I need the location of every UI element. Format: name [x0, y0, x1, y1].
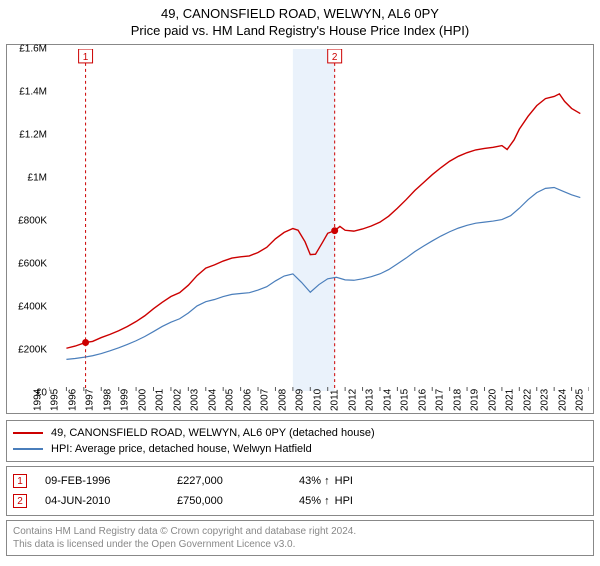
event-pct: 43% ↑ HPI: [299, 475, 353, 487]
y-tick-label: £1M: [28, 173, 47, 184]
x-tick-label: 2014: [382, 389, 393, 411]
svg-text:1: 1: [83, 52, 89, 63]
plot-area: 12: [49, 49, 589, 391]
y-tick-label: £600K: [18, 259, 47, 270]
y-axis: £0£200K£400K£600K£800K£1M£1.2M£1.4M£1.6M: [7, 45, 49, 413]
x-tick-label: 1996: [67, 389, 78, 411]
x-tick-label: 1995: [50, 389, 61, 411]
x-tick-label: 2003: [190, 389, 201, 411]
event-date: 04-JUN-2010: [45, 495, 165, 507]
x-tick-label: 1994: [33, 389, 44, 411]
events-table: 1 09-FEB-1996 £227,000 43% ↑ HPI 2 04-JUN-201…: [6, 466, 594, 516]
x-tick-label: 2001: [155, 389, 166, 411]
x-tick-label: 2012: [347, 389, 358, 411]
y-tick-label: £800K: [18, 216, 47, 227]
legend: 49, CANONSFIELD ROAD, WELWYN, AL6 0PY (d…: [6, 420, 594, 462]
legend-label: HPI: Average price, detached house, Welw…: [51, 443, 312, 455]
x-tick-label: 2021: [505, 389, 516, 411]
x-tick-label: 2020: [487, 389, 498, 411]
y-tick-label: £400K: [18, 302, 47, 313]
x-tick-label: 2011: [330, 389, 341, 411]
y-tick-label: £1.4M: [19, 87, 47, 98]
credits-line2: This data is licensed under the Open Gov…: [13, 538, 587, 551]
x-tick-label: 2025: [575, 389, 586, 411]
arrow-up-icon: ↑: [324, 475, 330, 487]
page-subtitle: Price paid vs. HM Land Registry's House …: [0, 23, 600, 38]
x-tick-label: 2007: [260, 389, 271, 411]
x-axis: 1994199519961997199819992000200120022003…: [49, 391, 589, 413]
event-row: 1 09-FEB-1996 £227,000 43% ↑ HPI: [13, 471, 587, 491]
x-tick-label: 2013: [365, 389, 376, 411]
x-tick-label: 2015: [400, 389, 411, 411]
x-tick-label: 2016: [417, 389, 428, 411]
legend-swatch: [13, 448, 43, 450]
y-tick-label: £1.2M: [19, 130, 47, 141]
y-tick-label: £1.6M: [19, 44, 47, 55]
x-tick-label: 2008: [277, 389, 288, 411]
x-tick-label: 2017: [435, 389, 446, 411]
x-tick-label: 2004: [207, 389, 218, 411]
svg-text:2: 2: [332, 52, 338, 63]
x-tick-label: 2005: [225, 389, 236, 411]
x-tick-label: 1997: [85, 389, 96, 411]
page-title: 49, CANONSFIELD ROAD, WELWYN, AL6 0PY: [0, 6, 600, 21]
x-tick-label: 2023: [540, 389, 551, 411]
x-tick-label: 1998: [102, 389, 113, 411]
x-tick-label: 2002: [172, 389, 183, 411]
credits-line1: Contains HM Land Registry data © Crown c…: [13, 525, 587, 538]
event-marker: 1: [13, 474, 27, 488]
legend-item: 49, CANONSFIELD ROAD, WELWYN, AL6 0PY (d…: [13, 425, 587, 441]
legend-item: HPI: Average price, detached house, Welw…: [13, 441, 587, 457]
event-marker: 2: [13, 494, 27, 508]
arrow-up-icon: ↑: [324, 495, 330, 507]
x-tick-label: 2018: [452, 389, 463, 411]
event-price: £750,000: [177, 495, 287, 507]
legend-label: 49, CANONSFIELD ROAD, WELWYN, AL6 0PY (d…: [51, 427, 375, 439]
price-chart: £0£200K£400K£600K£800K£1M£1.2M£1.4M£1.6M…: [6, 44, 594, 414]
x-tick-label: 1999: [120, 389, 131, 411]
legend-swatch: [13, 432, 43, 434]
x-tick-label: 2010: [312, 389, 323, 411]
x-tick-label: 2006: [242, 389, 253, 411]
credits: Contains HM Land Registry data © Crown c…: [6, 520, 594, 556]
x-tick-label: 2009: [295, 389, 306, 411]
x-tick-label: 2019: [470, 389, 481, 411]
event-pct: 45% ↑ HPI: [299, 495, 353, 507]
x-tick-label: 2000: [137, 389, 148, 411]
x-tick-label: 2024: [557, 389, 568, 411]
event-row: 2 04-JUN-2010 £750,000 45% ↑ HPI: [13, 491, 587, 511]
event-price: £227,000: [177, 475, 287, 487]
event-date: 09-FEB-1996: [45, 475, 165, 487]
plot-svg: 12: [49, 49, 589, 391]
y-tick-label: £200K: [18, 345, 47, 356]
x-tick-label: 2022: [522, 389, 533, 411]
